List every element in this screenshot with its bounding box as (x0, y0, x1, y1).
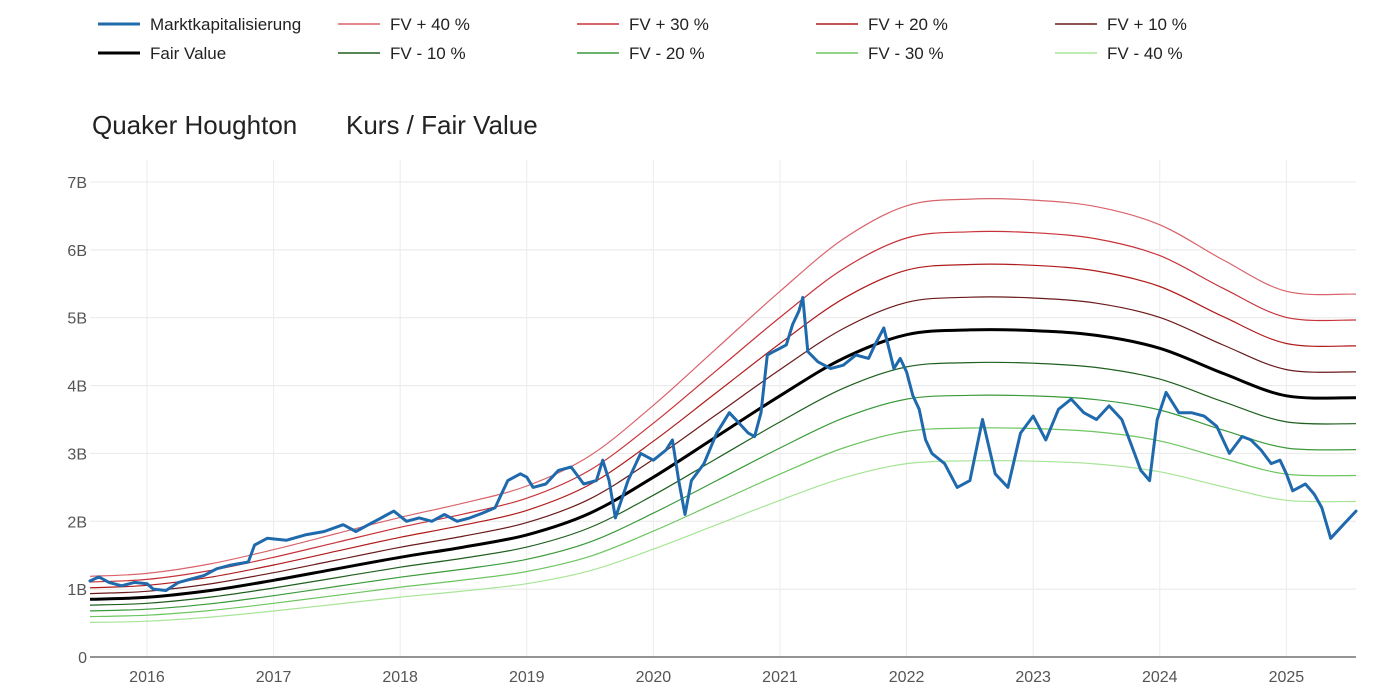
series-lines (88, 198, 1358, 623)
x-tick-label: 2024 (1142, 669, 1178, 686)
legend-item[interactable]: FV - 40 % (1055, 44, 1183, 63)
legend-label: FV - 10 % (390, 44, 466, 63)
series-line-fv-40- (89, 198, 1357, 577)
series-line-fv-30- (89, 427, 1357, 618)
x-tick-label: 2019 (509, 669, 545, 686)
chart-titles: Quaker Houghton Kurs / Fair Value (92, 110, 538, 140)
legend-item[interactable]: FV - 30 % (816, 44, 944, 63)
legend-item[interactable]: FV + 40 % (338, 15, 470, 34)
y-tick-label: 6B (67, 243, 87, 260)
x-tick-label: 2023 (1015, 669, 1051, 686)
x-tick-label: 2016 (129, 669, 165, 686)
legend-label: FV + 40 % (390, 15, 470, 34)
axes: 2016 2017 2018 2019 2020 2021 2022 2023 2024 2025… (67, 175, 1356, 686)
legend-item[interactable]: FV - 20 % (577, 44, 705, 63)
y-tick-label: 1B (67, 582, 87, 599)
x-tick-label: 2020 (636, 669, 672, 686)
legend-item[interactable]: Fair Value (98, 44, 226, 63)
y-tick-label: 2B (67, 514, 87, 531)
x-tick-label: 2017 (256, 669, 292, 686)
legend-label: FV + 20 % (868, 15, 948, 34)
y-tick-label: 7B (67, 175, 87, 192)
x-tick-label: 2025 (1269, 669, 1305, 686)
chart-subtitle: Kurs / Fair Value (346, 110, 538, 140)
legend-label: FV - 40 % (1107, 44, 1183, 63)
chart-title: Quaker Houghton (92, 110, 297, 140)
x-tick-label: 2021 (762, 669, 798, 686)
legend: Marktkapitalisierung FV + 40 % FV + 30 % FV… (98, 15, 1187, 63)
series-line-fv-20- (89, 263, 1357, 589)
legend-item[interactable]: FV - 10 % (338, 44, 466, 63)
legend-label: Marktkapitalisierung (150, 15, 301, 34)
legend-label: FV - 20 % (629, 44, 705, 63)
y-tick-label: 3B (67, 446, 87, 463)
legend-label: FV - 30 % (868, 44, 944, 63)
legend-item[interactable]: FV + 20 % (816, 15, 948, 34)
series-line-fv-20- (89, 394, 1357, 612)
y-tick-label: 5B (67, 311, 87, 328)
grid (90, 160, 1356, 657)
x-tick-label: 2018 (382, 669, 418, 686)
y-tick-label: 4B (67, 379, 87, 396)
legend-label: FV + 30 % (629, 15, 709, 34)
series-line-fv-40- (89, 459, 1357, 623)
series-line-fv-30- (89, 230, 1357, 583)
legend-label: FV + 10 % (1107, 15, 1187, 34)
legend-item[interactable]: Marktkapitalisierung (98, 15, 301, 34)
series-line-fv-10- (89, 361, 1357, 606)
series-line-fv-10- (89, 296, 1357, 595)
series-line-fair-value (89, 328, 1357, 601)
y-tick-label: 0 (78, 650, 87, 667)
legend-item[interactable]: FV + 10 % (1055, 15, 1187, 34)
x-tick-label: 2022 (889, 669, 925, 686)
legend-label: Fair Value (150, 44, 226, 63)
series-line-marktkapitalisierung (88, 295, 1358, 592)
legend-item[interactable]: FV + 30 % (577, 15, 709, 34)
